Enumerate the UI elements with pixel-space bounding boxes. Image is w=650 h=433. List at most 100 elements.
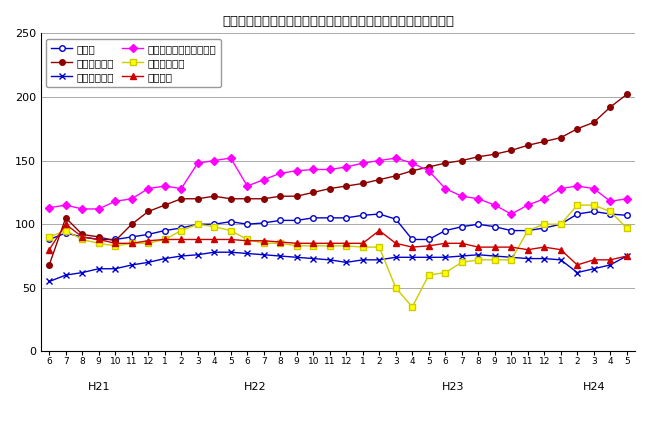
輸送機械工業 [408, 304, 416, 310]
電子部品・デバイス工業 [243, 184, 251, 189]
電子部品・デバイス工業 [375, 158, 383, 163]
鉱工業 [62, 230, 70, 236]
電子部品・デバイス工業 [408, 161, 416, 166]
輸送機械工業 [243, 237, 251, 242]
輸送機械工業 [194, 222, 202, 227]
一般機械工業 [573, 126, 581, 131]
Line: 電子部品・デバイス工業: 電子部品・デバイス工業 [46, 155, 630, 217]
化学工業 [177, 237, 185, 242]
一般機械工業 [79, 232, 86, 237]
輸送機械工業 [623, 226, 630, 231]
輸送機械工業 [293, 243, 301, 249]
電気機械工業 [540, 256, 548, 261]
Text: H24: H24 [582, 382, 605, 392]
輸送機械工業 [557, 222, 565, 227]
鉱工業 [524, 228, 532, 233]
一般機械工業 [243, 196, 251, 201]
電子部品・デバイス工業 [276, 171, 284, 176]
輸送機械工業 [359, 245, 367, 250]
電子部品・デバイス工業 [623, 196, 630, 201]
鉱工業 [491, 224, 499, 229]
鉱工業 [144, 232, 152, 237]
鉱工業 [606, 211, 614, 216]
化学工業 [392, 241, 400, 246]
一般機械工業 [309, 190, 317, 195]
化学工業 [359, 241, 367, 246]
Line: 一般機械工業: 一般機械工業 [46, 92, 630, 268]
一般機械工業 [194, 196, 202, 201]
化学工業 [557, 247, 565, 252]
化学工業 [111, 241, 119, 246]
一般機械工業 [293, 194, 301, 199]
鉱工業 [177, 226, 185, 231]
輸送機械工業 [343, 243, 350, 249]
電気機械工業 [425, 255, 433, 260]
輸送機械工業 [508, 257, 515, 262]
輸送機械工業 [211, 224, 218, 229]
輸送機械工業 [590, 203, 597, 208]
化学工業 [46, 247, 53, 252]
電気機械工業 [309, 256, 317, 261]
鉱工業 [309, 215, 317, 220]
鉱工業 [474, 222, 482, 227]
輸送機械工業 [524, 228, 532, 233]
化学工業 [309, 241, 317, 246]
一般機械工業 [441, 161, 449, 166]
輸送機械工業 [474, 257, 482, 262]
Line: 鉱工業: 鉱工業 [46, 209, 630, 242]
電子部品・デバイス工業 [46, 205, 53, 210]
電子部品・デバイス工業 [128, 196, 136, 201]
化学工業 [524, 247, 532, 252]
化学工業 [144, 238, 152, 243]
化学工業 [441, 241, 449, 246]
電子部品・デバイス工業 [606, 199, 614, 204]
化学工業 [326, 241, 333, 246]
鉱工業 [557, 222, 565, 227]
電気機械工業 [260, 252, 268, 257]
輸送機械工業 [458, 260, 465, 265]
電気機械工業 [111, 266, 119, 271]
一般機械工業 [375, 177, 383, 182]
電気機械工業 [62, 272, 70, 278]
電気機械工業 [293, 255, 301, 260]
一般機械工業 [590, 120, 597, 125]
輸送機械工業 [144, 241, 152, 246]
電子部品・デバイス工業 [540, 196, 548, 201]
化学工業 [79, 234, 86, 239]
電気機械工業 [194, 252, 202, 257]
電子部品・デバイス工業 [474, 196, 482, 201]
鉱工業 [458, 224, 465, 229]
電気機械工業 [161, 256, 168, 261]
輸送機械工業 [177, 228, 185, 233]
電子部品・デバイス工業 [343, 165, 350, 170]
化学工業 [243, 238, 251, 243]
鉱工業 [276, 218, 284, 223]
一般機械工業 [62, 215, 70, 220]
一般機械工業 [474, 154, 482, 159]
電子部品・デバイス工業 [524, 203, 532, 208]
Legend: 鉱工業, 一般機械工業, 電気機械工業, 電子部品・デバイス工業, 輸送機械工業, 化学工業: 鉱工業, 一般機械工業, 電気機械工業, 電子部品・デバイス工業, 輸送機械工業… [46, 39, 221, 87]
鉱工業 [343, 215, 350, 220]
化学工業 [260, 238, 268, 243]
一般機械工業 [276, 194, 284, 199]
電子部品・デバイス工業 [458, 194, 465, 199]
化学工業 [508, 245, 515, 250]
鉱工業 [326, 215, 333, 220]
Text: H23: H23 [442, 382, 465, 392]
電子部品・デバイス工業 [161, 184, 168, 189]
鉱工業 [441, 228, 449, 233]
一般機械工業 [458, 158, 465, 163]
輸送機械工業 [491, 257, 499, 262]
鉱工業 [194, 222, 202, 227]
輸送機械工業 [161, 237, 168, 242]
一般機械工業 [326, 186, 333, 191]
輸送機械工業 [227, 228, 235, 233]
電気機械工業 [359, 257, 367, 262]
電気機械工業 [508, 255, 515, 260]
輸送機械工業 [326, 243, 333, 249]
鉱工業 [79, 234, 86, 239]
一般機械工業 [177, 196, 185, 201]
化学工業 [375, 228, 383, 233]
電子部品・デバイス工業 [144, 186, 152, 191]
電子部品・デバイス工業 [441, 186, 449, 191]
